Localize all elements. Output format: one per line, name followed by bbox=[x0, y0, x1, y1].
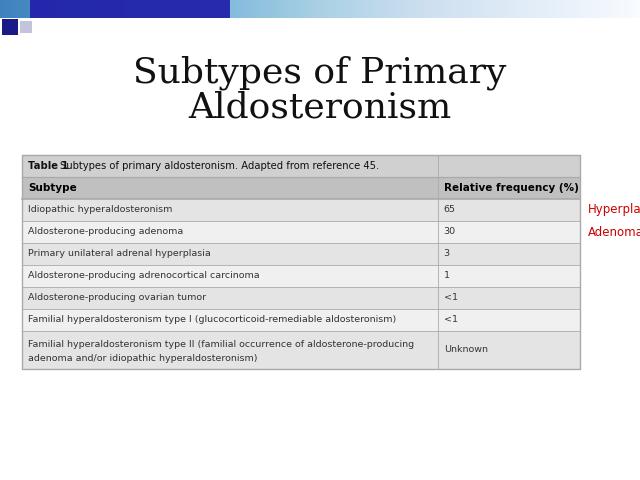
Text: Unknown: Unknown bbox=[444, 346, 488, 355]
Text: Familial hyperaldosteronism type II (familial occurrence of aldosterone-producin: Familial hyperaldosteronism type II (fam… bbox=[28, 340, 414, 349]
Bar bbox=[22, 155, 580, 369]
Text: Adenoma: Adenoma bbox=[588, 226, 640, 239]
Bar bbox=[22, 265, 580, 287]
Bar bbox=[2, 19, 18, 35]
Text: Relative frequency (%): Relative frequency (%) bbox=[444, 183, 579, 193]
Text: Primary unilateral adrenal hyperplasia: Primary unilateral adrenal hyperplasia bbox=[28, 250, 211, 259]
Text: Table 1: Table 1 bbox=[28, 161, 72, 171]
Bar bbox=[22, 287, 580, 309]
Bar bbox=[22, 243, 580, 265]
Text: <1: <1 bbox=[444, 315, 458, 324]
Text: Hyperplasia: Hyperplasia bbox=[588, 204, 640, 216]
Text: <1: <1 bbox=[444, 293, 458, 302]
Text: Aldosterone-producing ovarian tumor: Aldosterone-producing ovarian tumor bbox=[28, 293, 206, 302]
Bar bbox=[22, 199, 580, 221]
Bar bbox=[20, 21, 32, 33]
Text: Familial hyperaldosteronism type I (glucocorticoid-remediable aldosteronism): Familial hyperaldosteronism type I (gluc… bbox=[28, 315, 396, 324]
Text: Subtypes of primary aldosteronism. Adapted from reference 45.: Subtypes of primary aldosteronism. Adapt… bbox=[60, 161, 380, 171]
Bar bbox=[22, 155, 580, 177]
Bar bbox=[30, 0, 230, 18]
Text: Aldosterone-producing adrenocortical carcinoma: Aldosterone-producing adrenocortical car… bbox=[28, 272, 260, 280]
Text: 65: 65 bbox=[444, 205, 456, 215]
Bar bbox=[22, 331, 580, 369]
Text: Aldosterone-producing adenoma: Aldosterone-producing adenoma bbox=[28, 228, 183, 237]
Bar bbox=[22, 177, 580, 199]
Text: Subtype: Subtype bbox=[28, 183, 77, 193]
Text: Aldosteronism: Aldosteronism bbox=[188, 90, 452, 124]
Text: 30: 30 bbox=[444, 228, 456, 237]
Bar bbox=[22, 309, 580, 331]
Text: Subtypes of Primary: Subtypes of Primary bbox=[133, 55, 507, 89]
Text: 1: 1 bbox=[444, 272, 450, 280]
Bar bbox=[22, 221, 580, 243]
Text: 3: 3 bbox=[444, 250, 450, 259]
Text: Idiopathic hyperaldosteronism: Idiopathic hyperaldosteronism bbox=[28, 205, 172, 215]
Text: adenoma and/or idiopathic hyperaldosteronism): adenoma and/or idiopathic hyperaldostero… bbox=[28, 354, 257, 363]
